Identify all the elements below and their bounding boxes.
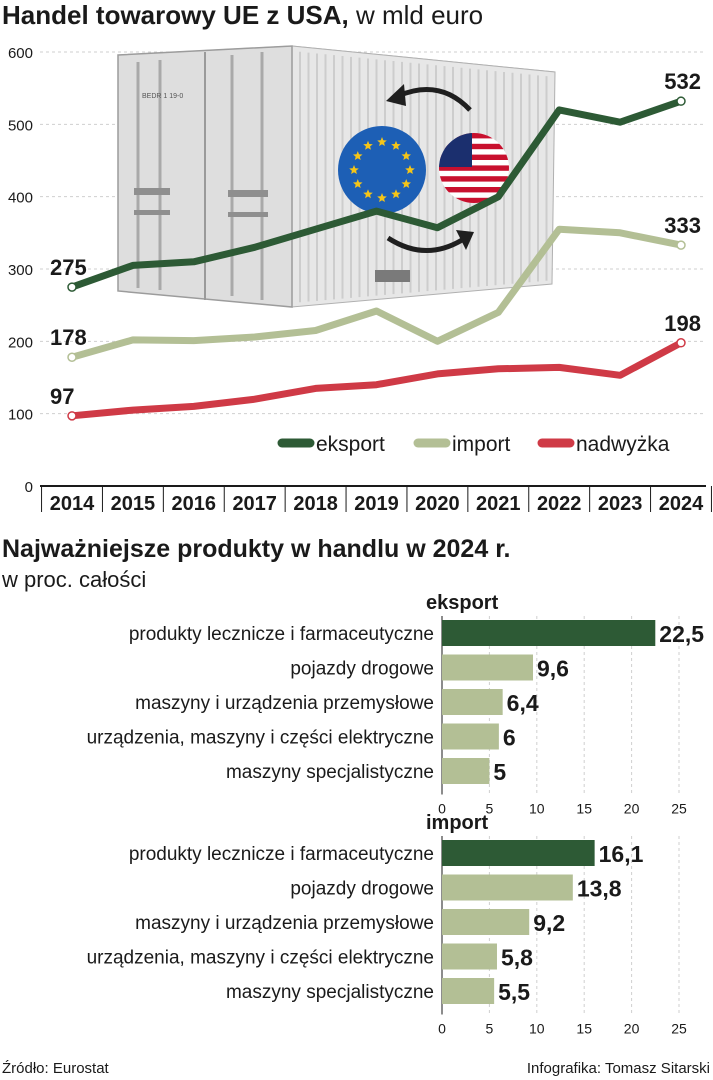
series-point-export <box>67 282 77 292</box>
y-tick-label: 200 <box>8 334 33 351</box>
bar-category-label: maszyny specjalistyczne <box>226 982 434 1003</box>
bar-category-label: maszyny i urządzenia przemysłowe <box>135 693 434 714</box>
series-start-label-import: 178 <box>50 325 87 350</box>
legend-label-surplus: nadwyżka <box>576 433 670 456</box>
series-lines <box>67 96 686 421</box>
y-tick-label: 100 <box>8 407 33 424</box>
bar-chart-eksport: 0 5 10 15 20 25 eksport produkty lecznicze i fa… <box>87 592 705 817</box>
bar-x-tick-label: 10 <box>529 801 545 817</box>
line-chart-title-unit: w mld euro <box>349 0 483 30</box>
bar <box>442 654 534 681</box>
bar <box>442 943 497 970</box>
series-point-surplus <box>67 411 77 421</box>
bar-x-tick-label: 15 <box>576 1021 592 1037</box>
bar-x-tick-label: 10 <box>529 1021 545 1037</box>
x-axis: 2014 2015 2016 2017 2018 2019 2020 2021 2022 2023… <box>40 485 712 515</box>
y-tick-label: 500 <box>8 117 33 134</box>
bar <box>442 620 656 646</box>
bar-value-label: 5,5 <box>498 979 530 1005</box>
series-point-export <box>676 96 686 106</box>
bar-value-label: 6 <box>503 725 516 751</box>
series-point-surplus <box>676 338 686 348</box>
x-tick-label: 2021 <box>476 493 521 515</box>
series-point-import <box>67 352 77 362</box>
bar <box>442 874 573 901</box>
bar <box>442 840 595 866</box>
x-tick-label: 2023 <box>598 493 643 515</box>
bar-category-label: pojazdy drogowe <box>290 659 434 680</box>
x-tick-label: 2020 <box>415 493 460 515</box>
bar-x-tick-label: 25 <box>671 1021 687 1037</box>
y-tick-label: 600 <box>8 45 33 62</box>
x-tick-label: 2022 <box>537 493 582 515</box>
source-note: Źródło: Eurostat <box>2 1060 110 1077</box>
bar-section-title: Najważniejsze produkty w handlu w 2024 r… <box>2 535 510 563</box>
bar-chart-title: import <box>426 812 489 834</box>
bar-chart-title: eksport <box>426 592 499 614</box>
bar <box>442 689 503 715</box>
bar-x-tick-label: 0 <box>438 1021 446 1037</box>
container-markings: BEDR 1 19-0 <box>142 93 183 100</box>
bar-category-label: produkty lecznicze i farmaceutyczne <box>129 624 434 645</box>
y-tick-label: 300 <box>8 262 33 279</box>
bar-x-tick-label: 20 <box>624 1021 640 1037</box>
line-chart-title-bold: Handel towarowy UE z USA, <box>2 0 349 30</box>
bar-category-label: urządzenia, maszyny i części elektryczne <box>87 948 434 969</box>
bar-x-tick-label: 15 <box>576 801 592 817</box>
bar-x-tick-label: 5 <box>486 1021 494 1037</box>
shipping-container-icon: BEDR 1 19-0 <box>117 45 556 308</box>
legend: eksport import nadwyżka <box>277 433 670 456</box>
series-end-label-export: 532 <box>664 69 701 94</box>
bar-value-label: 5,8 <box>501 945 533 971</box>
bar-charts: 0 5 10 15 20 25 eksport produkty lecznicze i fa… <box>87 592 705 1037</box>
series-start-label-surplus: 97 <box>50 384 74 409</box>
series-line-import <box>68 225 685 361</box>
bar-category-label: produkty lecznicze i farmaceutyczne <box>129 844 434 865</box>
bar-value-label: 9,2 <box>533 910 565 936</box>
bar-value-label: 5 <box>493 759 506 785</box>
x-tick-label: 2016 <box>172 493 217 515</box>
bar-x-tick-label: 25 <box>671 801 687 817</box>
bar-x-tick-label: 20 <box>624 801 640 817</box>
bar-x-tick-label: 5 <box>486 801 494 817</box>
x-tick-label: 2015 <box>111 493 156 515</box>
series-line-export <box>68 97 685 291</box>
series-point-import <box>676 240 686 250</box>
legend-label-export: eksport <box>316 433 385 456</box>
x-tick-label: 2017 <box>232 493 277 515</box>
x-tick-label: 2018 <box>293 493 338 515</box>
bar-category-label: maszyny specjalistyczne <box>226 762 434 783</box>
series-labels: 275 532 178 333 97 198 <box>50 69 701 409</box>
bar <box>442 758 490 784</box>
bar-category-label: pojazdy drogowe <box>290 879 434 900</box>
series-start-label-export: 275 <box>50 255 87 280</box>
y-tick-label: 0 <box>25 479 33 496</box>
infographic-credit: Infografika: Tomasz Sitarski <box>527 1060 710 1077</box>
bar-value-label: 13,8 <box>577 876 622 902</box>
legend-label-import: import <box>452 433 511 456</box>
x-tick-label: 2014 <box>50 493 95 515</box>
bar-value-label: 22,5 <box>659 621 704 647</box>
bar-value-label: 9,6 <box>537 656 569 682</box>
bar-category-label: maszyny i urządzenia przemysłowe <box>135 913 434 934</box>
series-end-label-surplus: 198 <box>664 311 701 336</box>
x-tick-label: 2024 <box>659 493 704 515</box>
x-tick-label: 2019 <box>354 493 399 515</box>
bar <box>442 978 495 1004</box>
bar-category-label: urządzenia, maszyny i części elektryczne <box>87 728 434 749</box>
bar-section-subtitle: w proc. całości <box>1 567 146 592</box>
bar-value-label: 6,4 <box>507 690 539 716</box>
line-chart-title: Handel towarowy UE z USA, w mld euro <box>2 0 483 30</box>
bar-chart-import: 0 5 10 15 20 25 import produkty lecznicze i far… <box>87 812 687 1037</box>
bar-x-tick-label: 0 <box>438 801 446 817</box>
series-end-label-import: 333 <box>664 213 701 238</box>
series-line-surplus <box>68 339 685 420</box>
bar-value-label: 16,1 <box>599 841 644 867</box>
bar <box>442 723 499 750</box>
y-tick-label: 400 <box>8 190 33 207</box>
bar <box>442 909 530 935</box>
